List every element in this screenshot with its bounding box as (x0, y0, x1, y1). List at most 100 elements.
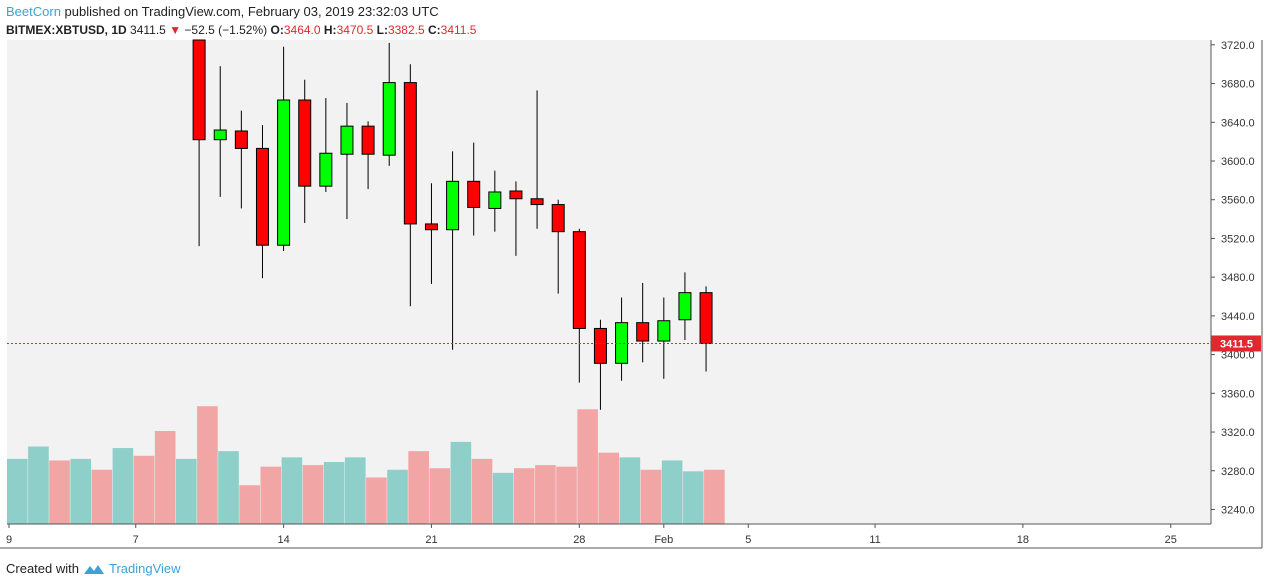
tradingview-logo-icon (83, 564, 104, 574)
candle-body (361, 125, 375, 155)
volume-bar (366, 477, 387, 524)
volume-bar (112, 448, 134, 524)
volume-bar (218, 451, 239, 524)
price-tick-label: 3480.0 (1221, 272, 1255, 284)
volume-bar (513, 468, 535, 524)
price-tick-label: 3280.0 (1221, 466, 1255, 478)
time-tick-label: 5 (745, 534, 751, 546)
volume-bar (556, 466, 577, 524)
candle-body (657, 320, 671, 342)
last-price-label: 3411.5 (130, 23, 166, 37)
volume-bar (640, 469, 662, 524)
tradingview-link[interactable]: TradingView (108, 561, 181, 576)
candle-body (192, 39, 206, 141)
close-label: C: (427, 23, 441, 37)
volume-bar (535, 465, 556, 524)
price-tick-label: 3240.0 (1221, 504, 1255, 516)
candle-body (593, 327, 607, 364)
volume-bar (91, 469, 113, 524)
volume-bar (197, 406, 218, 524)
volume-bar (387, 469, 408, 524)
candle-body (467, 180, 481, 208)
price-tick-label: 3440.0 (1221, 311, 1255, 323)
candle-body (255, 147, 269, 246)
candle-body (678, 292, 692, 321)
candle-body (572, 231, 586, 329)
price-tick-label: 3600.0 (1221, 156, 1255, 168)
candle-body (340, 125, 354, 155)
time-tick-label: 25 (1165, 534, 1177, 546)
candle-body (446, 180, 460, 231)
candle-body (699, 292, 713, 344)
volume-bar (429, 468, 451, 524)
candle-body (382, 82, 396, 156)
volume-bar (344, 457, 366, 524)
price-tick-label: 3680.0 (1221, 79, 1255, 91)
candle-body (213, 129, 227, 141)
volume-bar (70, 458, 91, 524)
time-tick-label: Feb (654, 534, 673, 546)
volume-bar (682, 471, 704, 524)
volume-bar (260, 466, 282, 524)
candle-body (636, 322, 650, 342)
chart-header: BeetCorn published on TradingView.com, F… (6, 3, 476, 39)
footer: Created with TradingView (6, 561, 181, 576)
volume-bar (175, 458, 197, 524)
change-label: −52.5 (−1.52%) (184, 23, 268, 37)
candle-body (298, 99, 312, 187)
candle-body (319, 152, 333, 187)
time-tick-label: 7 (133, 534, 139, 546)
volume-bar (7, 458, 28, 524)
volume-bar (408, 451, 429, 524)
price-tick-label: 3360.0 (1221, 388, 1255, 400)
last-price-badge-label: 3411.5 (1220, 338, 1253, 350)
time-tick-label: 11 (869, 534, 880, 546)
volume-bar (492, 472, 514, 524)
volume-bar (28, 446, 49, 524)
high-value: 3470.5 (336, 23, 374, 37)
plot-area (7, 40, 1211, 524)
low-label: L: (376, 23, 388, 37)
price-tick-label: 3320.0 (1221, 427, 1255, 439)
price-tick-label: 3560.0 (1221, 195, 1255, 207)
time-tick-label: 14 (277, 534, 289, 546)
volume-bar (577, 409, 598, 524)
low-value: 3382.5 (387, 23, 425, 37)
volume-bar (598, 452, 620, 524)
open-value: 3464.0 (283, 23, 321, 37)
volume-bar (619, 457, 641, 524)
volume-bar (704, 469, 725, 524)
created-with-label: Created with (6, 561, 79, 576)
volume-bar (281, 457, 303, 524)
volume-bar (323, 462, 345, 524)
price-tick-label: 3720.0 (1221, 40, 1255, 52)
volume-bar (49, 460, 70, 524)
volume-bar (471, 458, 493, 524)
candle-body (277, 99, 291, 246)
author-link[interactable]: BeetCorn (6, 4, 61, 19)
price-tick-label: 3400.0 (1221, 350, 1255, 362)
down-triangle-icon: ▼ (169, 23, 182, 37)
publish-line: BeetCorn published on TradingView.com, F… (6, 3, 476, 21)
volume-bar (450, 441, 472, 524)
candle-body (509, 190, 523, 200)
time-tick-label: 21 (425, 534, 437, 546)
candle-body (403, 82, 417, 225)
time-tick-label: 18 (1017, 534, 1029, 546)
candle-body (234, 130, 248, 149)
volume-bar (154, 431, 176, 524)
candle-body (530, 198, 544, 206)
time-tick-label: 9 (6, 534, 12, 546)
price-tick-label: 3520.0 (1221, 233, 1255, 245)
close-value: 3411.5 (440, 23, 477, 37)
volume-bar (661, 460, 683, 524)
time-tick-label: 28 (573, 534, 585, 546)
candle-body (615, 322, 629, 364)
volume-bar (239, 485, 260, 524)
volume-bar (133, 455, 155, 524)
ohlc-line: BITMEX:XBTUSD, 1D 3411.5 ▼ −52.5 (−1.52%… (6, 21, 476, 39)
candle-body (551, 204, 565, 233)
high-label: H: (323, 23, 337, 37)
last-price-badge (1211, 335, 1261, 352)
